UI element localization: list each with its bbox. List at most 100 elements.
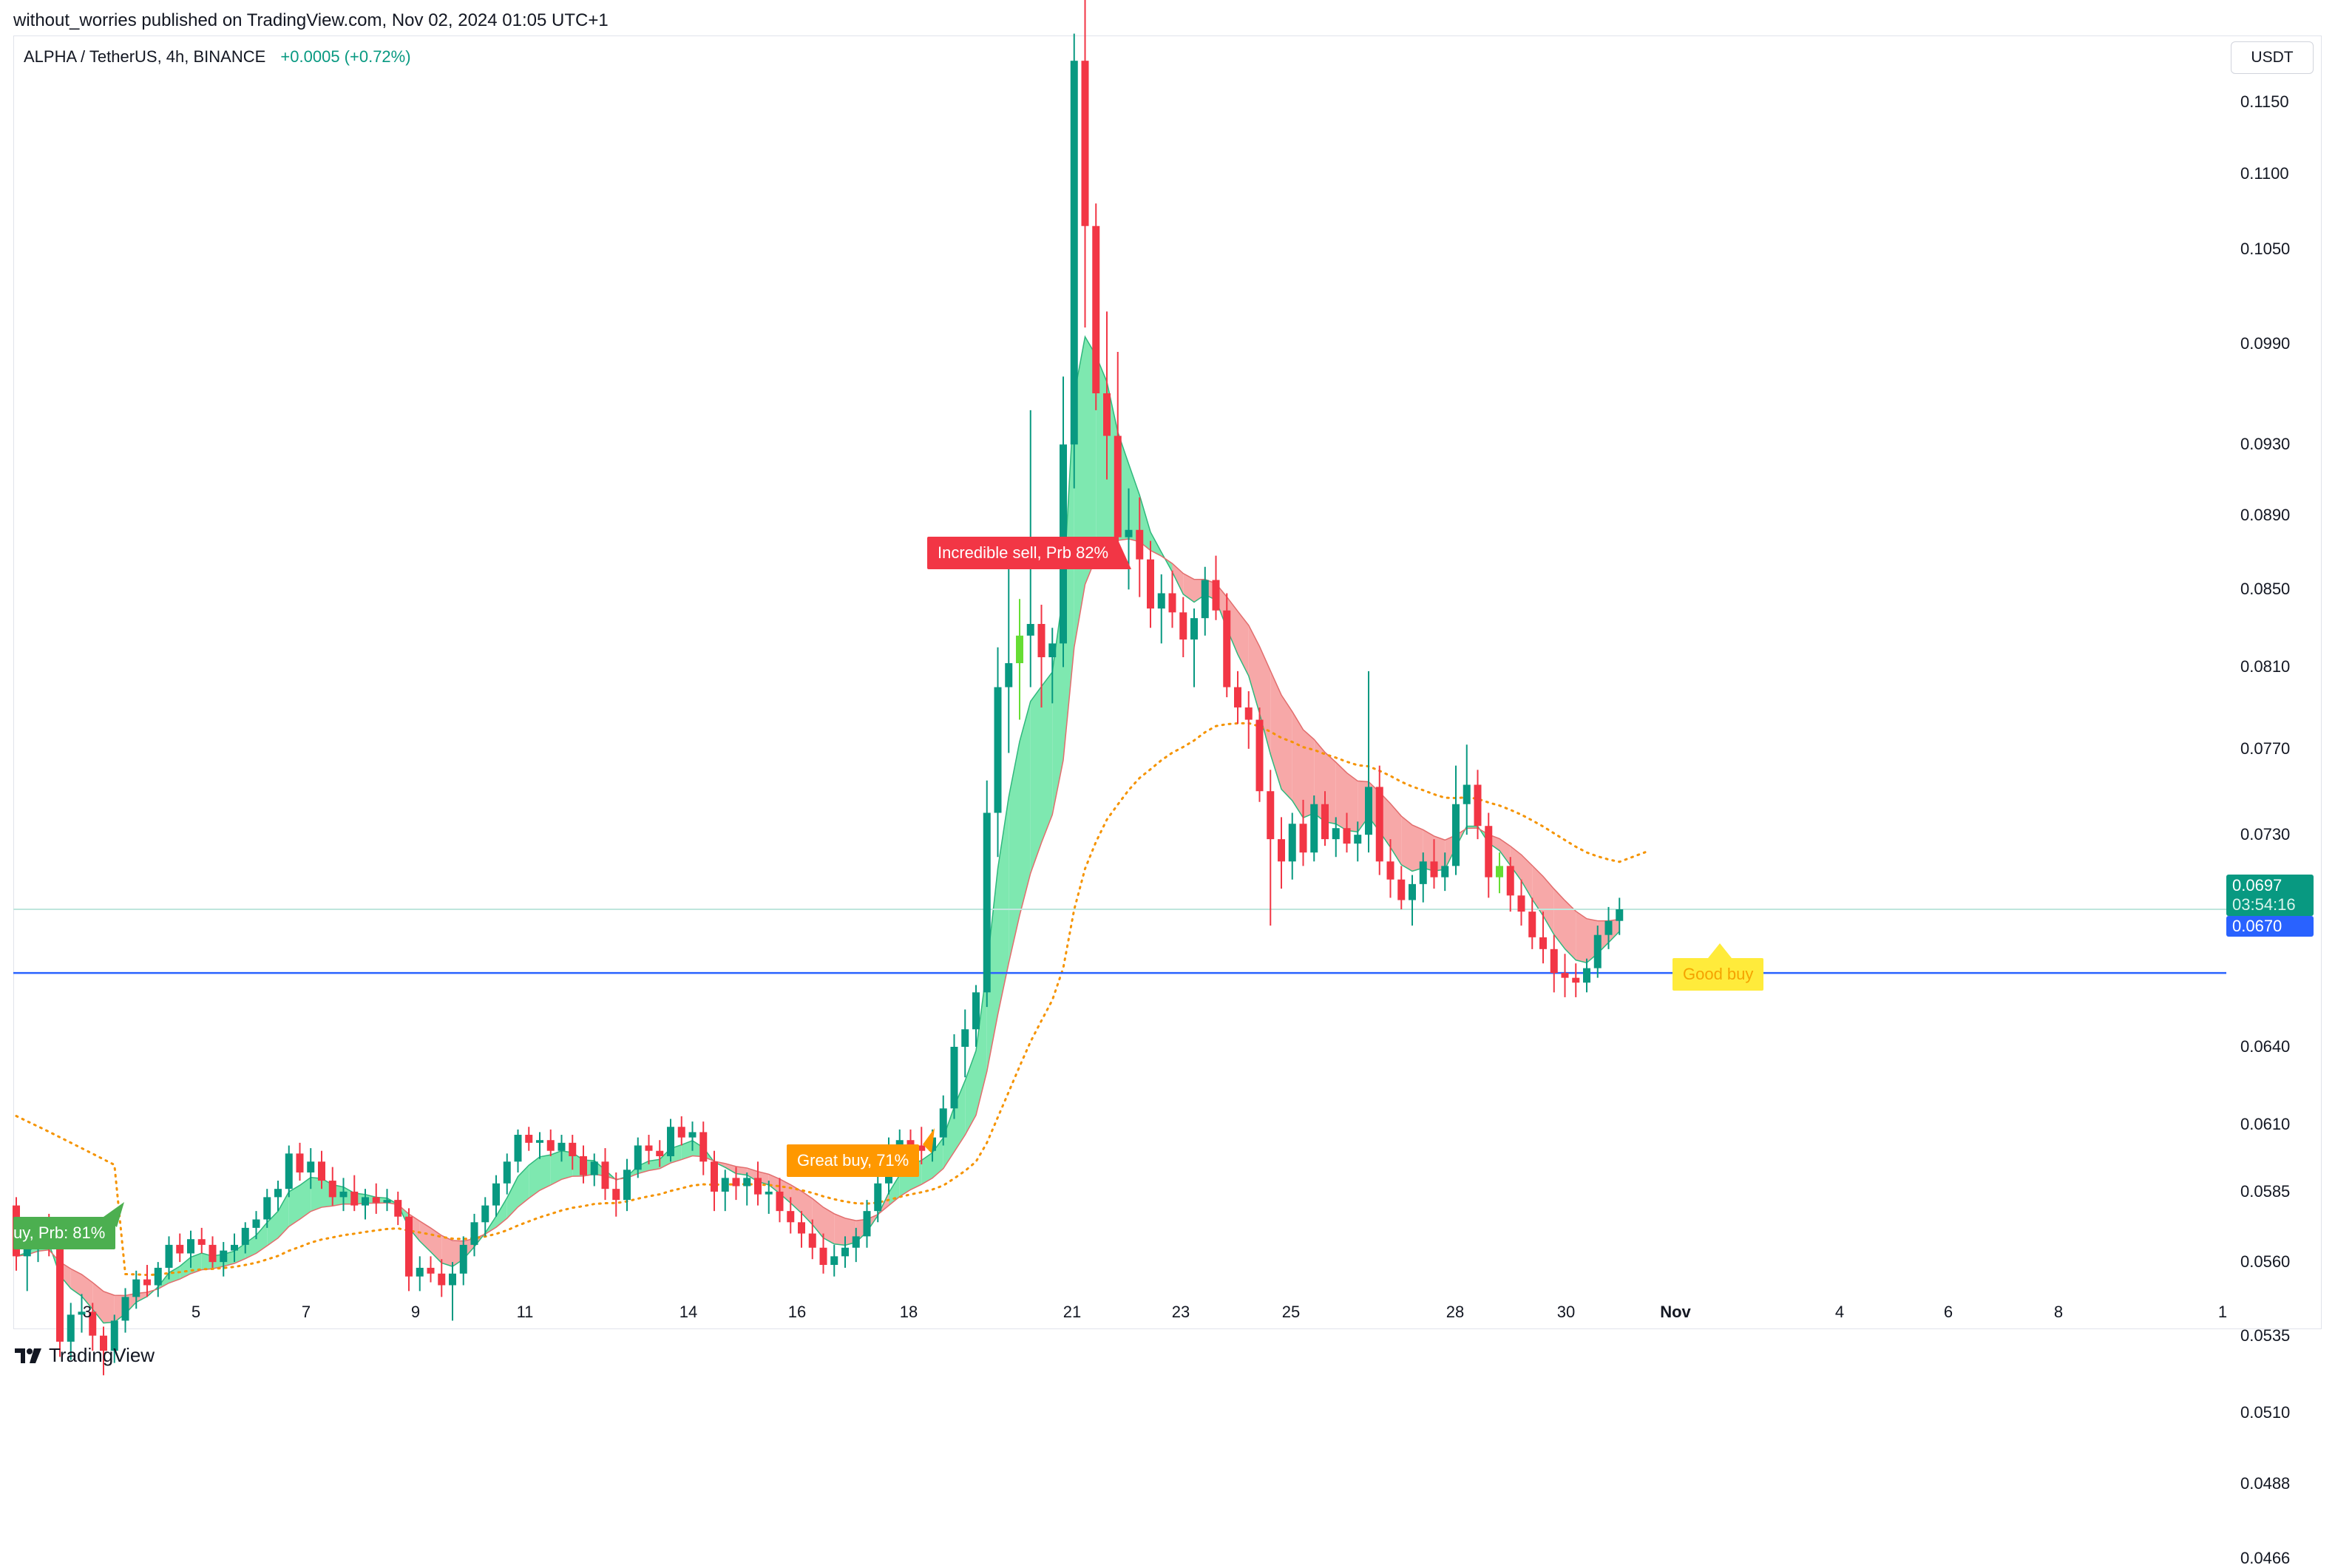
candle — [1136, 497, 1144, 597]
candle-body — [1430, 861, 1438, 878]
bear-cloud-segment — [823, 1207, 835, 1244]
candle-body — [939, 1108, 947, 1138]
candle-body — [1147, 559, 1154, 609]
candle-body — [121, 1297, 129, 1321]
candle-body — [23, 1244, 31, 1257]
candle-body — [819, 1247, 827, 1266]
candle — [1114, 351, 1122, 567]
candle-body — [339, 1191, 348, 1198]
candle-body — [546, 1140, 555, 1151]
great-buy-signal-label[interactable]: Great buy, 71% — [787, 1144, 920, 1177]
bear-cloud-segment — [812, 1198, 824, 1238]
bull-cloud-segment — [1052, 592, 1063, 815]
chart-pane[interactable] — [13, 35, 2322, 1329]
sell-signal-label[interactable]: Incredible sell, Prb 82% — [927, 537, 1119, 569]
candle — [645, 1135, 653, 1164]
candle — [1244, 690, 1253, 749]
candle-body — [470, 1222, 478, 1245]
bull-cloud-segment — [256, 1222, 268, 1254]
currency-button[interactable]: USDT — [2231, 41, 2314, 74]
candle-body — [623, 1170, 631, 1201]
candle — [569, 1135, 577, 1170]
bear-cloud-segment — [81, 1274, 93, 1309]
candle — [546, 1129, 555, 1156]
bear-cloud-segment — [104, 1291, 115, 1323]
candle — [983, 780, 991, 1008]
candle — [961, 1009, 969, 1078]
candle-body — [732, 1178, 740, 1187]
tradingview-brand[interactable]: TradingView — [13, 1344, 155, 1367]
candle-body — [634, 1145, 642, 1170]
candle — [132, 1270, 140, 1309]
price-tick: 0.0610 — [2240, 1114, 2291, 1133]
candle — [601, 1148, 609, 1201]
candle — [1310, 795, 1318, 862]
candle-body — [1419, 861, 1427, 884]
bear-cloud-segment — [441, 1235, 453, 1267]
candle — [263, 1189, 271, 1228]
candle-body — [776, 1191, 784, 1212]
candle — [154, 1262, 162, 1297]
good-buy-signal-label[interactable]: Good buy — [1673, 958, 1764, 991]
price-tick: 0.0890 — [2240, 506, 2291, 525]
candle — [1125, 488, 1133, 590]
candle — [481, 1197, 489, 1237]
candle-body — [394, 1200, 402, 1217]
candle — [765, 1181, 773, 1214]
candle — [220, 1242, 228, 1277]
symbol-title[interactable]: ALPHA / TetherUS, 4h, BINANCE — [24, 47, 266, 66]
candle-body — [67, 1314, 75, 1342]
fast-ema-line — [16, 335, 1620, 1324]
bear-cloud-segment — [1390, 803, 1402, 865]
candle-body — [318, 1161, 325, 1181]
candle — [1081, 0, 1089, 328]
candle-body — [176, 1244, 184, 1254]
bull-cloud-segment — [1085, 336, 1097, 585]
buy-signal-label[interactable]: uy, Prb: 81% — [13, 1217, 116, 1249]
bear-cloud-segment — [1335, 762, 1347, 831]
time-tick: 7 — [301, 1303, 311, 1321]
candle-body — [1397, 879, 1406, 900]
candle — [1463, 744, 1471, 835]
bull-cloud-segment — [1009, 741, 1020, 963]
time-tick: 14 — [679, 1303, 698, 1321]
candle — [787, 1197, 795, 1234]
bear-cloud-segment — [1553, 889, 1565, 949]
candle-body — [1310, 804, 1318, 853]
candle-body — [89, 1311, 97, 1336]
candle — [808, 1219, 816, 1260]
level-price-badge: 0.0670 — [2226, 916, 2314, 937]
price-tick: 0.0560 — [2240, 1252, 2291, 1272]
candle — [1048, 628, 1057, 704]
candle — [394, 1191, 402, 1226]
candle — [470, 1213, 478, 1257]
candle — [1190, 608, 1198, 688]
candle-body — [307, 1161, 315, 1172]
candle — [1288, 812, 1296, 880]
brand-name: TradingView — [49, 1344, 155, 1366]
candle — [296, 1142, 304, 1181]
price-tick: 0.0585 — [2240, 1181, 2291, 1201]
good-buy-pointer — [1708, 943, 1732, 958]
candle — [918, 1127, 926, 1164]
candle — [1201, 566, 1209, 636]
price-tick: 0.0466 — [2240, 1548, 2291, 1567]
candle — [438, 1259, 446, 1297]
candle-body — [1005, 663, 1013, 688]
symbol-legend[interactable]: ALPHA / TetherUS, 4h, BINANCE +0.0005 (+… — [24, 47, 411, 67]
price-tick: 0.1050 — [2240, 239, 2291, 258]
candle — [863, 1200, 871, 1248]
candle — [580, 1145, 587, 1184]
candle-body — [1016, 635, 1023, 664]
price-chart[interactable] — [0, 0, 2335, 1377]
candle — [1517, 879, 1525, 926]
candle — [121, 1288, 129, 1333]
candle — [416, 1256, 424, 1292]
price-tick: 0.0730 — [2240, 825, 2291, 844]
candle-body — [601, 1161, 609, 1189]
candle-body — [699, 1132, 708, 1162]
candle-body — [1616, 909, 1624, 921]
candle-body — [558, 1142, 566, 1151]
candle-body — [449, 1273, 456, 1286]
candle — [1506, 857, 1514, 912]
